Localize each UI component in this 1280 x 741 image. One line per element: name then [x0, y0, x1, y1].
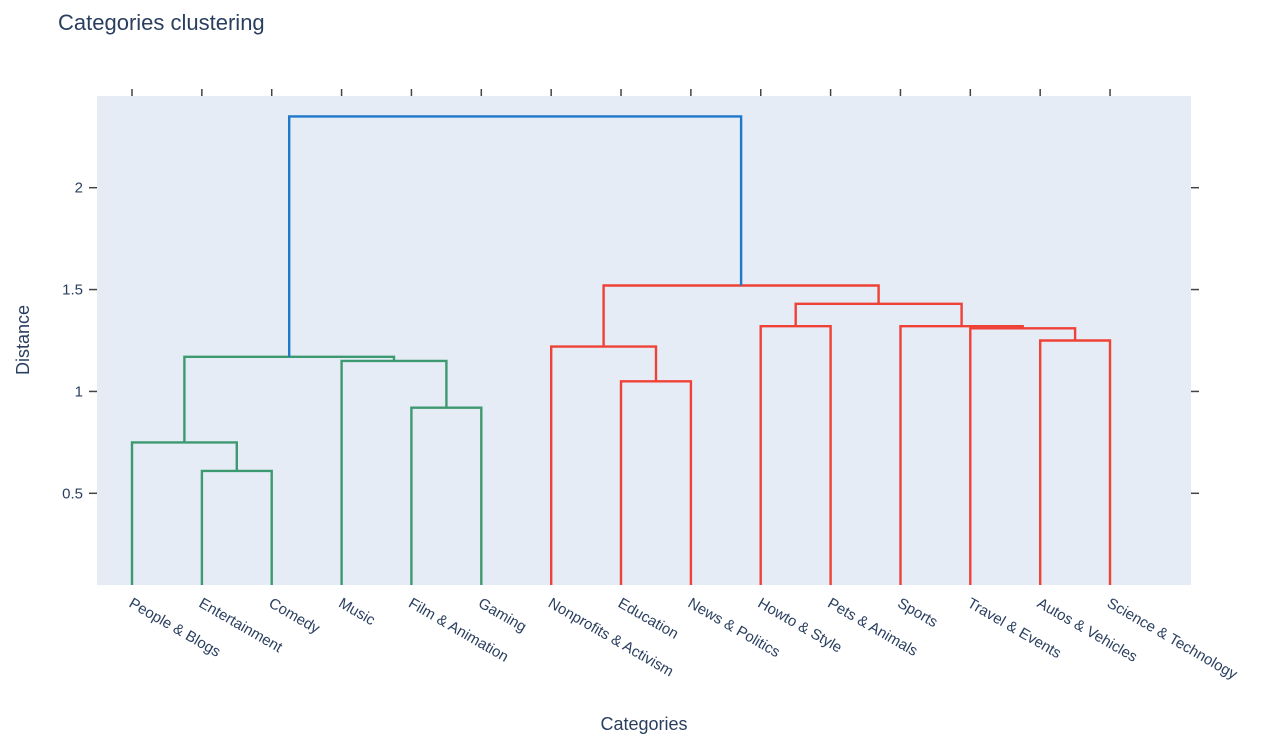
- top-ticks: [131, 89, 1111, 96]
- x-tick-label: Comedy: [266, 595, 323, 638]
- x-tick-label: Gaming: [475, 595, 529, 636]
- chart-title: Categories clustering: [58, 10, 265, 35]
- y-tick-label: 2: [75, 180, 83, 197]
- y-axis-ticks: 0.5 1 1.5 2: [62, 180, 1199, 502]
- x-tick-label: Science & Technology: [1104, 595, 1241, 684]
- x-axis-title: Categories: [600, 714, 687, 734]
- x-tick-label: Sports: [894, 595, 940, 631]
- x-tick-label: Nonprofits & Activism: [545, 595, 676, 681]
- plot-area: [97, 96, 1191, 585]
- x-tick-label: Music: [336, 595, 379, 630]
- dendrogram-links: [130, 115, 1112, 585]
- y-tick-label: 1: [75, 383, 83, 400]
- dendrogram-link: [288, 115, 743, 357]
- y-tick-label: 1.5: [62, 282, 83, 299]
- y-tick-label: 0.5: [62, 485, 83, 502]
- y-axis-title: Distance: [13, 305, 33, 375]
